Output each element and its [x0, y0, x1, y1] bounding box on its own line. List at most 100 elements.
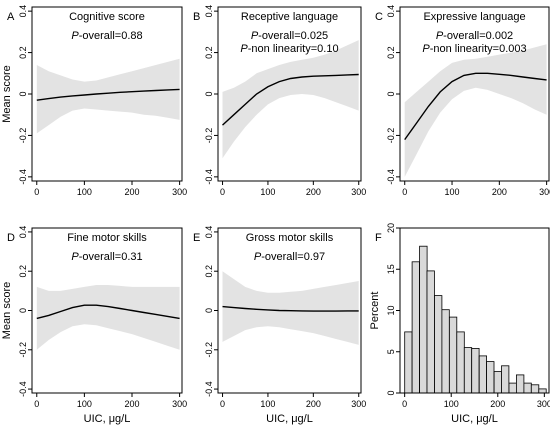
x-tick-label: 200 — [306, 187, 321, 197]
panel-e: -0.4 -0.2 0 0.2 0.4 0 100 200 300 E Gross motor sk… — [193, 226, 366, 425]
x-axis-title: UIC, μg/L — [266, 413, 313, 425]
y-tick-label: 0.2 — [18, 265, 28, 278]
histogram-bar — [434, 295, 443, 394]
histogram-bar — [426, 270, 435, 394]
panel-c: -0.4 -0.2 0 0.2 0.4 0 100 200 300 C Expressive lan… — [375, 5, 550, 197]
panel-title: Cognitive score — [69, 11, 145, 23]
panel-title: Fine motor skills — [67, 232, 147, 244]
histogram-bar — [463, 347, 473, 394]
histogram-bar — [448, 316, 458, 394]
y-tick-label: 0.4 — [18, 226, 28, 239]
x-tick-label: 0 — [402, 399, 407, 409]
panel-letter: B — [193, 11, 200, 23]
p-value-annotation: P-overall=0.88 — [71, 30, 142, 42]
p-value-annotation: P-non linearity=0.003 — [422, 43, 526, 55]
panel-title: Receptive language — [241, 11, 338, 23]
y-tick-label: 0.4 — [204, 226, 214, 239]
x-axis-title: UIC, μg/L — [84, 413, 131, 425]
y-tick-label: 0.2 — [18, 46, 28, 59]
y-tick-label: -0.2 — [204, 342, 214, 358]
x-tick-label: 300 — [351, 187, 366, 197]
panel-letter: D — [7, 232, 15, 244]
confidence-band — [222, 40, 359, 159]
p-value-annotation: P-overall=0.97 — [254, 251, 325, 263]
y-tick-label: -0.2 — [18, 128, 28, 144]
histogram-bar — [501, 365, 510, 394]
y-tick-label: 0.2 — [204, 46, 214, 59]
panel-letter: E — [193, 232, 200, 244]
confidence-band — [36, 285, 180, 350]
y-tick-label: 0 — [204, 91, 214, 96]
y-tick-label: 0 — [386, 390, 396, 395]
histogram-bar — [456, 331, 465, 394]
x-tick-label: 200 — [306, 399, 321, 409]
y-tick-label: 0.4 — [386, 5, 396, 18]
x-tick-label: 300 — [539, 187, 550, 197]
y-tick-label: 20 — [386, 223, 396, 233]
histogram-bar — [523, 382, 532, 394]
histogram-bar — [530, 384, 540, 394]
y-tick-label: -0.4 — [18, 169, 28, 185]
estimate-line — [36, 88, 180, 101]
y-tick-label: 0 — [386, 91, 396, 96]
y-tick-label: -0.4 — [204, 169, 214, 185]
y-axis-title: Percent — [369, 292, 381, 330]
histogram-bar — [538, 388, 547, 394]
y-axis-title: Mean score — [1, 282, 13, 339]
p-value-annotation: P-overall=0.31 — [71, 251, 142, 263]
panel-letter: A — [7, 11, 15, 23]
y-tick-label: -0.4 — [18, 381, 28, 397]
histogram-bar — [493, 371, 503, 394]
x-tick-label: 100 — [260, 399, 275, 409]
histogram-bar — [471, 347, 480, 394]
y-tick-label: 0.4 — [18, 5, 28, 18]
estimate-line — [404, 72, 547, 141]
x-tick-label: 100 — [260, 187, 275, 197]
x-tick-label: 0 — [402, 187, 407, 197]
panel-title: Gross motor skills — [246, 232, 334, 244]
panel-a: -0.4 -0.2 0 0.2 0.4 0 100 200 300 A Cognitive scor… — [1, 5, 187, 197]
x-tick-label: 0 — [34, 399, 39, 409]
x-tick-label: 100 — [77, 399, 92, 409]
x-tick-label: 200 — [124, 187, 139, 197]
estimate-line — [222, 73, 359, 126]
y-tick-label: -0.4 — [386, 169, 396, 185]
y-tick-label: 0.2 — [386, 46, 396, 59]
p-value-annotation: P-non linearity=0.10 — [240, 43, 338, 55]
confidence-band — [36, 58, 180, 134]
y-tick-label: 0.2 — [204, 265, 214, 278]
x-tick-label: 100 — [444, 399, 459, 409]
panel-b: -0.4 -0.2 0 0.2 0.4 0 100 200 300 B Receptive lang… — [193, 5, 366, 197]
y-tick-label: -0.2 — [386, 128, 396, 144]
y-tick-label: -0.2 — [18, 342, 28, 358]
histogram-bar — [516, 374, 525, 394]
p-value-annotation: P-overall=0.002 — [436, 30, 513, 42]
confidence-band — [222, 271, 359, 345]
y-tick-label: -0.2 — [204, 128, 214, 144]
y-tick-label: 0 — [18, 91, 28, 96]
x-tick-label: 300 — [172, 187, 187, 197]
y-tick-label: -0.4 — [204, 381, 214, 397]
panel-letter: F — [375, 232, 382, 244]
x-tick-label: 200 — [124, 399, 139, 409]
estimate-line — [36, 304, 180, 320]
x-tick-label: 200 — [492, 187, 507, 197]
x-tick-label: 0 — [220, 399, 225, 409]
x-axis-title: UIC, μg/L — [451, 413, 498, 425]
y-tick-label: 0 — [204, 308, 214, 313]
x-tick-label: 300 — [172, 399, 187, 409]
y-tick-label: 0 — [18, 308, 28, 313]
histogram-bar — [419, 245, 428, 394]
x-tick-label: 200 — [490, 399, 505, 409]
x-tick-label: 300 — [351, 399, 366, 409]
x-tick-label: 0 — [34, 187, 39, 197]
panel-d: -0.4 -0.2 0 0.2 0.4 0 100 200 300 D Fine motor ski… — [1, 226, 187, 425]
x-tick-label: 100 — [77, 187, 92, 197]
panel-title: Expressive language — [423, 11, 525, 23]
y-tick-label: 15 — [386, 264, 396, 274]
y-axis-title: Mean score — [1, 65, 13, 122]
x-tick-label: 0 — [220, 187, 225, 197]
histogram-bar — [508, 382, 517, 394]
